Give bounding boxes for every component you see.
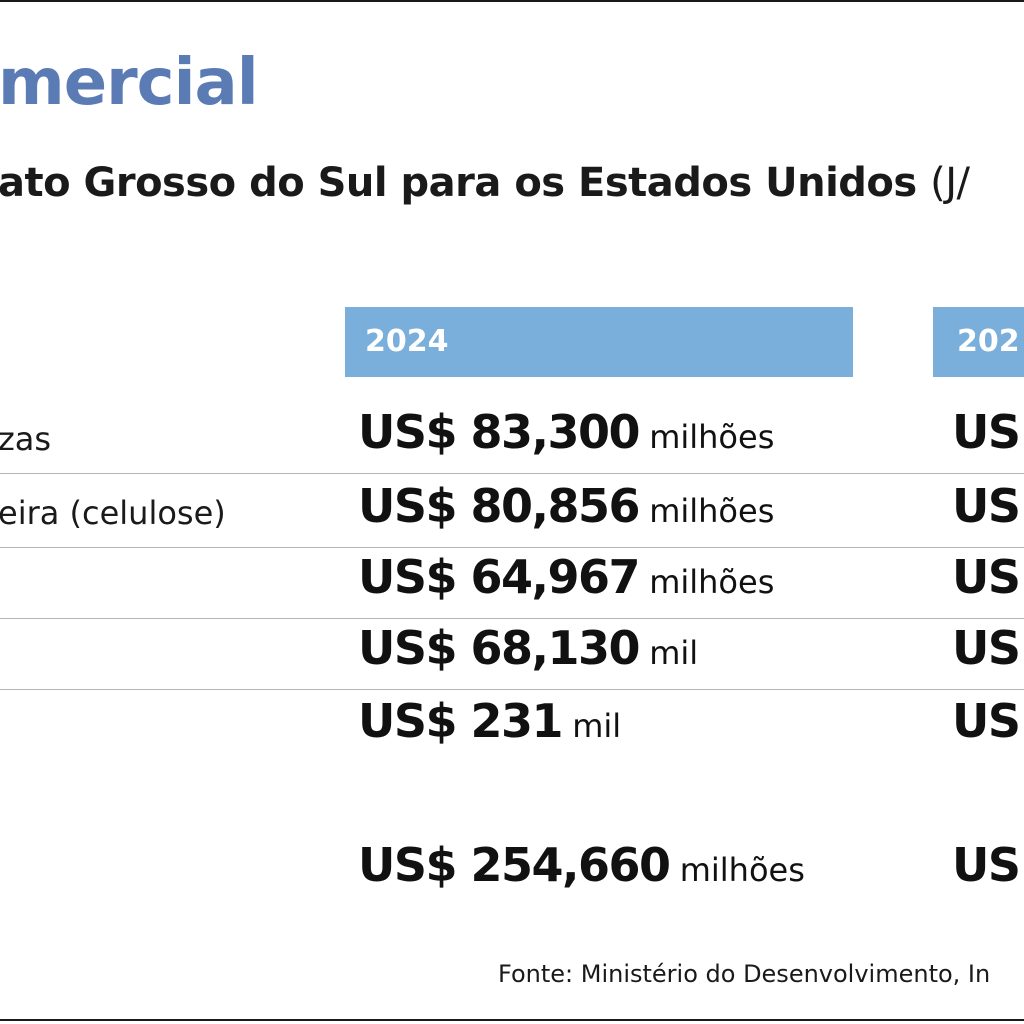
table-cell-2024: US$ 64,967 milhões	[358, 550, 774, 604]
table-cell-2024: US$ 68,130 mil	[358, 621, 698, 675]
total-value: US	[952, 838, 1021, 892]
cell-unit: milhões	[649, 418, 775, 456]
table-cell-next-year: US	[952, 550, 1021, 604]
top-border	[0, 0, 1024, 2]
row-divider	[0, 618, 1024, 619]
cell-value: US	[952, 405, 1021, 459]
table-cell-next-year: US	[952, 694, 1021, 748]
cell-unit: mil	[649, 634, 699, 672]
total-cell-2024: US$ 254,660 milhões	[358, 838, 805, 892]
cell-value: US$ 64,967	[358, 550, 641, 604]
column-header-next-year: 202	[933, 307, 1024, 377]
cell-unit: milhões	[649, 563, 775, 601]
row-label: zas	[0, 420, 52, 458]
source-note: Fonte: Ministério do Desenvolvimento, In	[498, 960, 991, 988]
cell-value: US	[952, 621, 1021, 675]
total-cell-next-year: US	[952, 838, 1021, 892]
table-cell-next-year: US	[952, 405, 1021, 459]
table-cell-next-year: US	[952, 479, 1021, 533]
cell-value: US$ 83,300	[358, 405, 641, 459]
cell-value: US$ 68,130	[358, 621, 641, 675]
row-divider	[0, 547, 1024, 548]
cell-value: US$ 80,856	[358, 479, 641, 533]
cell-value: US	[952, 694, 1021, 748]
cell-value: US	[952, 479, 1021, 533]
total-value: US$ 254,660	[358, 838, 671, 892]
subtitle: ato Grosso do Sul para os Estados Unidos…	[0, 160, 970, 206]
bottom-border	[0, 1019, 1024, 1021]
table-cell-2024: US$ 80,856 milhões	[358, 479, 774, 533]
table-cell-next-year: US	[952, 621, 1021, 675]
row-label: eira (celulose)	[0, 494, 226, 532]
subtitle-period: (J/	[930, 160, 970, 206]
total-unit: milhões	[679, 851, 805, 889]
cell-value: US$ 231	[358, 694, 564, 748]
row-divider	[0, 473, 1024, 474]
row-divider	[0, 689, 1024, 690]
headline: mercial	[0, 46, 259, 120]
cell-value: US	[952, 550, 1021, 604]
table-cell-2024: US$ 83,300 milhões	[358, 405, 774, 459]
column-header-2024: 2024	[345, 307, 853, 377]
table-cell-2024: US$ 231 mil	[358, 694, 621, 748]
cell-unit: milhões	[649, 492, 775, 530]
cell-unit: mil	[572, 707, 622, 745]
subtitle-text: ato Grosso do Sul para os Estados Unidos	[0, 160, 917, 206]
